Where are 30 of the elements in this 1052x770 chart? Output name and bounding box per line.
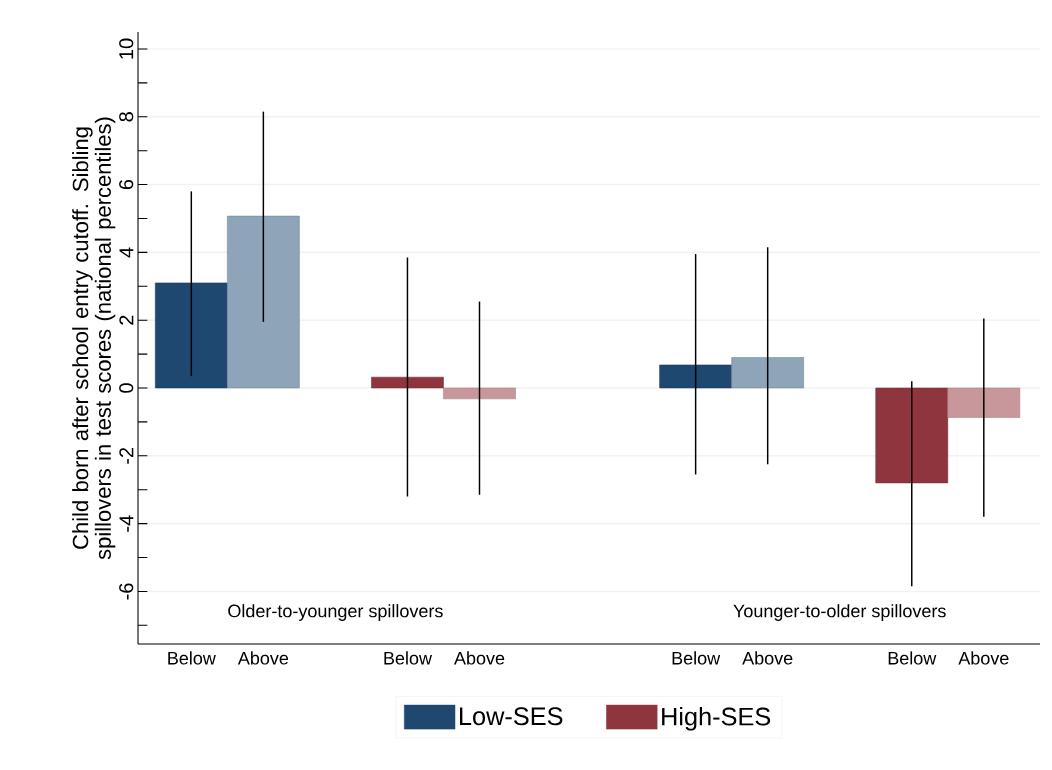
annotation: Younger-to-older spillovers <box>733 604 946 621</box>
x-tick-label: Above <box>742 651 793 665</box>
x-tick-label: Below <box>384 651 433 665</box>
y-tick-label: -4 <box>119 515 134 532</box>
bar <box>227 215 300 389</box>
bar <box>731 357 804 389</box>
y-tick-label: 4 <box>119 247 134 258</box>
x-tick-label: Below <box>672 651 721 665</box>
bar <box>371 376 444 389</box>
x-tick-label: Below <box>888 651 937 665</box>
legend-label: Low-SES <box>460 707 563 726</box>
bar <box>947 387 1021 418</box>
x-tick-label: Above <box>454 651 505 665</box>
y-tick-label: -6 <box>119 583 134 600</box>
legend-label: High-SES <box>662 706 771 731</box>
y-tick-label: -2 <box>119 447 134 464</box>
bar <box>875 387 949 484</box>
bar <box>659 364 732 389</box>
y-tick-label: 8 <box>119 112 134 122</box>
y-tick-label: 6 <box>119 179 134 190</box>
bar <box>155 282 228 389</box>
x-tick-label: Above <box>237 651 289 665</box>
y-tick-label: 2 <box>119 315 134 325</box>
y-tick-label: 0 <box>119 383 134 393</box>
annotation: Older-to-younger spillovers <box>228 604 443 621</box>
x-tick-label: Below <box>168 651 216 665</box>
y-tick-label: 10 <box>119 38 134 59</box>
x-tick-label: Above <box>958 651 1009 665</box>
y-axis-title: Child born after school entry cutoff. Sibling spillovers in test scores (national percentiles) <box>72 117 116 560</box>
bar <box>443 387 516 400</box>
